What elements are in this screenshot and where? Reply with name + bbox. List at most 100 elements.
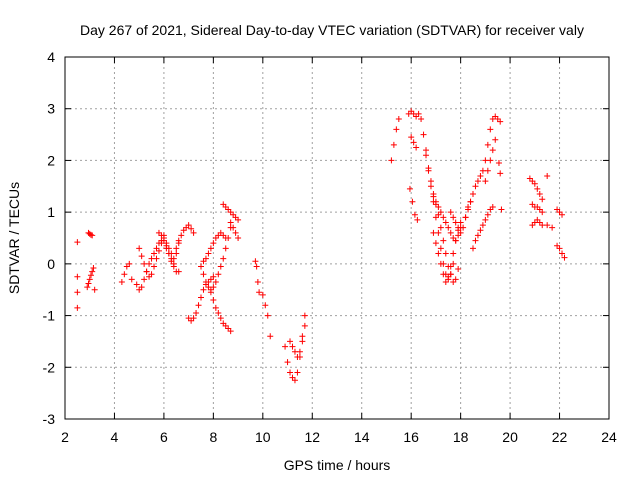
- data-point: [141, 260, 148, 267]
- data-point: [151, 250, 158, 257]
- data-point: [188, 225, 195, 232]
- track-t33: [494, 116, 504, 125]
- data-point: [474, 232, 481, 239]
- data-point: [138, 253, 145, 260]
- data-point: [173, 250, 180, 257]
- track-t30: [470, 203, 496, 252]
- data-point: [235, 235, 242, 241]
- data-point: [430, 193, 437, 200]
- data-point: [210, 273, 217, 280]
- data-point: [91, 286, 98, 293]
- data-point: [425, 165, 432, 172]
- x-tick-label-7: 16: [403, 429, 419, 445]
- x-tick-label-4: 10: [255, 429, 271, 445]
- track-t10: [185, 273, 217, 324]
- data-point: [207, 289, 214, 296]
- data-point: [252, 258, 259, 265]
- y-tick-label-1: -2: [43, 359, 56, 375]
- data-point: [217, 315, 224, 322]
- data-point: [437, 224, 444, 231]
- data-point: [195, 302, 202, 309]
- data-point: [284, 359, 291, 366]
- data-point: [291, 377, 298, 384]
- data-point: [413, 144, 420, 151]
- data-point: [414, 216, 421, 223]
- x-tick-label-1: 4: [111, 429, 119, 445]
- data-point: [90, 264, 97, 271]
- track-t38: [544, 172, 551, 179]
- data-point: [175, 237, 182, 244]
- data-point: [262, 302, 269, 309]
- data-point: [487, 126, 494, 133]
- data-point: [254, 278, 261, 285]
- data-point: [173, 245, 180, 252]
- track-t17: [259, 291, 274, 340]
- data-point: [87, 231, 94, 238]
- data-point: [212, 278, 219, 285]
- track-t6: [136, 232, 167, 280]
- data-point: [447, 209, 454, 216]
- y-tick-label-4: 1: [47, 204, 55, 220]
- data-point: [411, 211, 418, 218]
- data-point: [175, 268, 182, 275]
- data-point: [539, 209, 546, 216]
- data-point: [230, 224, 237, 231]
- data-point: [549, 224, 556, 231]
- data-point: [210, 284, 217, 291]
- data-point: [143, 268, 150, 275]
- data-point: [193, 309, 200, 316]
- data-point: [534, 185, 541, 192]
- data-point: [440, 237, 447, 244]
- track-t23: [408, 134, 420, 151]
- data-point: [408, 134, 415, 141]
- data-point: [200, 286, 207, 293]
- data-point: [165, 250, 172, 257]
- data-point: [440, 271, 447, 278]
- data-point: [482, 178, 489, 185]
- plot-frame: [64, 56, 610, 420]
- data-point: [409, 198, 416, 205]
- data-point: [282, 343, 289, 350]
- track-t35: [526, 175, 546, 203]
- data-point: [479, 222, 486, 229]
- track-t22: [406, 185, 421, 223]
- data-point: [445, 273, 452, 280]
- data-point: [489, 147, 496, 154]
- track-t40: [554, 242, 568, 261]
- data-point: [198, 294, 204, 301]
- data-point: [170, 263, 177, 270]
- data-point: [151, 263, 158, 270]
- data-point: [256, 289, 263, 296]
- data-point: [497, 170, 504, 177]
- data-point: [126, 260, 133, 267]
- track-t8: [170, 222, 197, 262]
- data-point: [447, 263, 454, 270]
- track-t1: [74, 239, 81, 311]
- data-points: [74, 108, 568, 384]
- data-point: [153, 255, 160, 262]
- data-point: [185, 222, 192, 229]
- data-point: [460, 224, 467, 231]
- x-tick-label-10: 22: [552, 429, 568, 445]
- x-tick-labels: 2 4 6 8 10 12 14 16 18 20 22 24: [61, 429, 617, 445]
- data-point: [136, 245, 143, 252]
- track-t20: [388, 116, 402, 164]
- data-point: [423, 147, 430, 154]
- data-point: [432, 240, 439, 247]
- data-point: [427, 183, 434, 190]
- data-point: [544, 222, 551, 229]
- data-point: [287, 369, 294, 376]
- track-t3: [84, 264, 98, 293]
- data-point: [74, 289, 81, 296]
- data-point: [210, 297, 217, 304]
- x-tick-label-0: 2: [61, 429, 69, 445]
- data-point: [198, 263, 204, 270]
- x-tick-label-11: 24: [601, 429, 617, 445]
- data-point: [148, 271, 155, 278]
- data-point: [190, 229, 197, 236]
- data-point: [435, 250, 442, 257]
- data-point: [207, 245, 214, 252]
- data-point: [215, 309, 222, 316]
- y-tick-label-3: 0: [47, 256, 55, 272]
- data-point: [299, 333, 306, 340]
